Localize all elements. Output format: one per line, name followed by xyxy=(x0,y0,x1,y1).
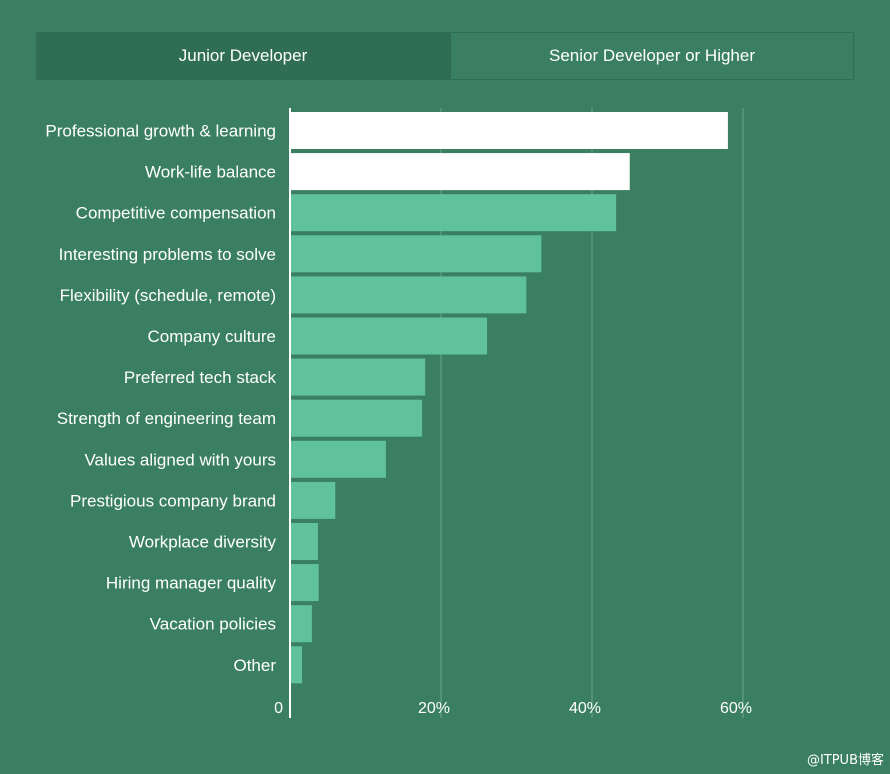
category-label: Values aligned with yours xyxy=(84,450,276,469)
tab-bar: Junior Developer Senior Developer or Hig… xyxy=(36,32,854,80)
tab-senior-developer[interactable]: Senior Developer or Higher xyxy=(450,32,854,80)
category-label: Company culture xyxy=(147,327,276,346)
category-label: Workplace diversity xyxy=(129,533,277,552)
bar[interactable] xyxy=(290,112,728,149)
x-tick-label: 60% xyxy=(720,700,752,717)
bar[interactable] xyxy=(290,276,527,314)
category-label: Flexibility (schedule, remote) xyxy=(60,286,276,305)
bar[interactable] xyxy=(290,399,423,437)
bar[interactable] xyxy=(290,235,542,273)
category-label: Other xyxy=(233,656,276,675)
category-label: Competitive compensation xyxy=(76,204,276,223)
x-tick-label: 20% xyxy=(418,700,450,717)
bar[interactable] xyxy=(290,317,488,355)
bar[interactable] xyxy=(290,153,630,191)
category-label: Professional growth & learning xyxy=(45,122,276,141)
x-tick-label: 0 xyxy=(274,700,283,717)
tab-junior-developer[interactable]: Junior Developer xyxy=(36,32,450,80)
watermark: @ITPUB博客 xyxy=(806,753,884,768)
bar[interactable] xyxy=(290,358,426,396)
bar[interactable] xyxy=(290,605,312,643)
category-label: Vacation policies xyxy=(150,615,276,634)
category-label: Interesting problems to solve xyxy=(59,245,276,264)
bar[interactable] xyxy=(290,194,617,232)
category-label: Preferred tech stack xyxy=(124,368,277,387)
bar[interactable] xyxy=(290,523,318,560)
bar[interactable] xyxy=(290,564,319,602)
category-label: Prestigious company brand xyxy=(70,491,276,510)
bar[interactable] xyxy=(290,440,386,478)
category-label: Strength of engineering team xyxy=(57,409,276,428)
category-label: Work-life balance xyxy=(145,163,276,182)
category-label: Hiring manager quality xyxy=(106,574,277,593)
x-tick-label: 40% xyxy=(569,700,601,717)
bar[interactable] xyxy=(290,646,303,684)
bar[interactable] xyxy=(290,481,336,519)
